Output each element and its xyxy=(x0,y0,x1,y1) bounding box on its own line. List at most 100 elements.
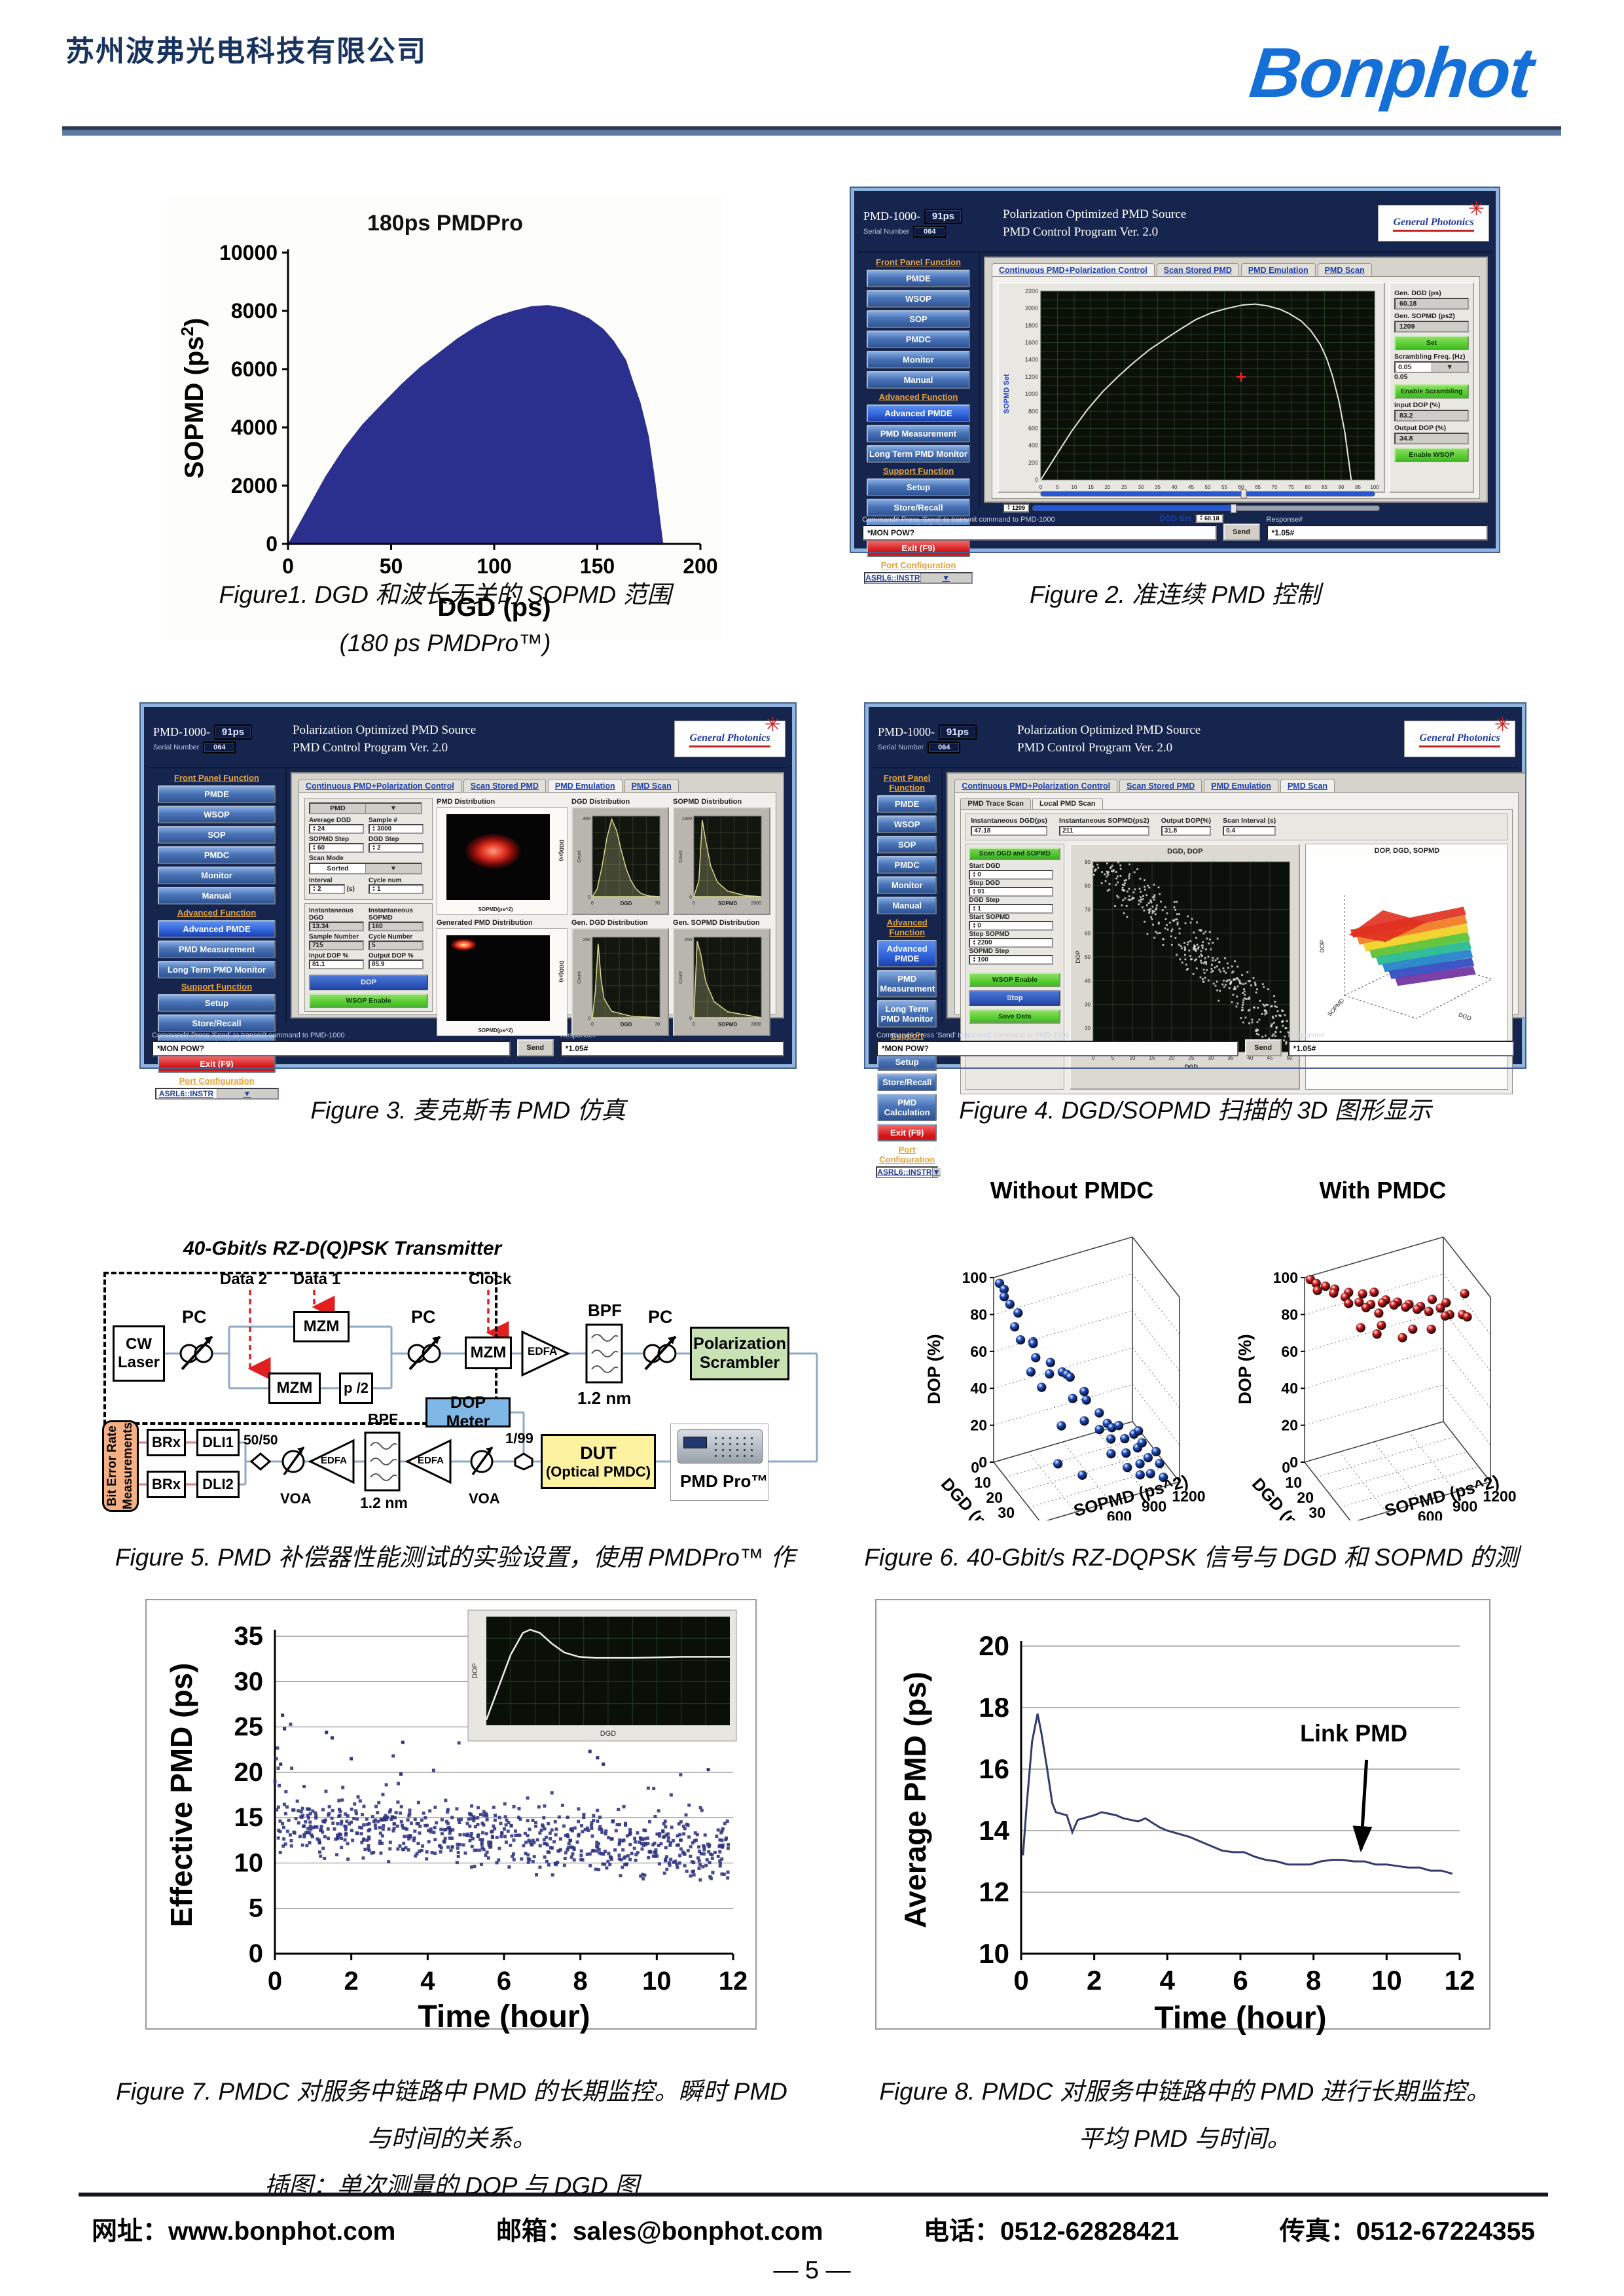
serial-field[interactable]: 064 xyxy=(928,742,961,753)
start-sopmd-field[interactable]: ▲ ▼ 0 xyxy=(969,921,1054,931)
sidebar-button-pmdc[interactable]: PMDC xyxy=(877,856,937,874)
command-input[interactable]: *MON POW? xyxy=(862,525,1217,541)
port-dropdown[interactable]: ASRL6::INSTR ▼ xyxy=(864,572,973,584)
sidebar-button-setup[interactable]: Setup xyxy=(157,994,276,1012)
exit-button[interactable]: Exit (F9) xyxy=(877,1124,937,1141)
subtab-pmd-trace-scan[interactable]: PMD Trace Scan xyxy=(960,798,1031,809)
sidebar-button-advanced-pmde[interactable]: Advanced PMDE xyxy=(866,404,971,422)
sidebar-button-monitor[interactable]: Monitor xyxy=(157,867,276,884)
sidebar-button-store-recall[interactable]: Store/Recall xyxy=(157,1014,276,1032)
device-range-field[interactable]: 91ps xyxy=(939,725,977,740)
dgd-set-field[interactable]: ▲ ▼ 60.18 xyxy=(1195,514,1223,523)
stop-sopmd-field[interactable]: ▲ ▼ 2200 xyxy=(969,938,1054,948)
sidebar-button-manual[interactable]: Manual xyxy=(866,371,971,389)
diagram-lines xyxy=(139,1290,818,1492)
subtab-local-pmd-scan[interactable]: Local PMD Scan xyxy=(1032,798,1103,809)
exit-button[interactable]: Exit (F9) xyxy=(866,539,971,557)
chevron-down-icon[interactable]: ▼ xyxy=(216,1089,278,1098)
sidebar-button-wsop[interactable]: WSOP xyxy=(157,806,276,823)
dop-button[interactable]: DOP xyxy=(309,975,428,990)
scan-mode-dropdown[interactable]: Sorted ▼ xyxy=(309,863,422,874)
device-range-field[interactable]: 91ps xyxy=(214,725,253,740)
tab-scan-stored-pmd[interactable]: Scan Stored PMD xyxy=(1119,779,1202,792)
device-range-field[interactable]: 91ps xyxy=(924,209,963,224)
sidebar-button-store-recall[interactable]: Store/Recall xyxy=(877,1073,937,1091)
enable-scrambling-button[interactable]: Enable Scrambling xyxy=(1394,384,1469,399)
pmd-type-dropdown[interactable]: PMD ▼ xyxy=(309,802,422,814)
sidebar-button-pmde[interactable]: PMDE xyxy=(866,270,971,287)
port-dropdown[interactable]: ASRL6::INSTR ▼ xyxy=(876,1166,941,1178)
sidebar-button-sop[interactable]: SOP xyxy=(877,836,937,853)
tab-pmd-emulation[interactable]: PMD Emulation xyxy=(547,779,623,792)
send-button[interactable]: Send xyxy=(516,1039,554,1056)
sopmd-step-field[interactable]: ▲ ▼ 100 xyxy=(969,955,1054,965)
stop-dgd-field[interactable]: ▲ ▼ 91 xyxy=(969,887,1054,897)
sidebar-button-monitor[interactable]: Monitor xyxy=(877,876,937,894)
tab-pmd-emulation[interactable]: PMD Emulation xyxy=(1240,263,1316,276)
sopmd-set-field[interactable]: ▲ ▼ 1209 xyxy=(1003,503,1029,512)
port-dropdown[interactable]: ASRL6::INSTR ▼ xyxy=(154,1088,279,1100)
scrambling-freq-label: Scrambling Freq. (Hz) xyxy=(1394,353,1466,361)
command-input[interactable]: *MON POW? xyxy=(152,1041,511,1056)
sidebar-button-advanced-pmde[interactable]: Advanced PMDE xyxy=(877,940,937,967)
sidebar-button-wsop[interactable]: WSOP xyxy=(866,290,971,308)
sidebar-button-store-recall[interactable]: Store/Recall xyxy=(866,499,971,516)
save-data-button[interactable]: Save Data xyxy=(969,1009,1061,1024)
dgd-slider[interactable] xyxy=(1032,503,1380,513)
sidebar-button-pmde[interactable]: PMDE xyxy=(877,795,937,813)
sidebar-button-manual[interactable]: Manual xyxy=(157,887,276,905)
chevron-down-icon[interactable]: ▼ xyxy=(931,1168,941,1177)
scrambling-freq-dropdown[interactable]: 0.05 ▼ xyxy=(1394,361,1469,373)
tab-pmd-emulation[interactable]: PMD Emulation xyxy=(1204,779,1278,792)
sidebar-button-sop[interactable]: SOP xyxy=(866,310,971,328)
sidebar-button-long-term-monitor[interactable]: Long Term PMD Monitor xyxy=(866,445,971,463)
command-input[interactable]: *MON POW? xyxy=(876,1041,1238,1056)
dgd-step-field[interactable]: ▲ ▼ 1 xyxy=(969,904,1054,914)
sidebar-button-monitor[interactable]: Monitor xyxy=(866,351,971,368)
average-dgd-field[interactable]: ▲ ▼ 24 xyxy=(309,824,364,834)
spinner-icon: ▲ ▼ xyxy=(372,885,376,893)
tab-continuous-pmd[interactable]: Continuous PMD+Polarization Control xyxy=(954,779,1118,792)
sidebar-button-wsop[interactable]: WSOP xyxy=(877,816,937,833)
enable-wsop-button[interactable]: Enable WSOP xyxy=(1394,448,1469,462)
sidebar-button-long-term-monitor[interactable]: Long Term PMD Monitor xyxy=(877,1000,937,1028)
sample-count-field[interactable]: ▲ ▼ 3000 xyxy=(369,824,424,834)
tab-scan-stored-pmd[interactable]: Scan Stored PMD xyxy=(1156,263,1239,276)
sidebar-button-pmde[interactable]: PMDE xyxy=(157,785,276,803)
tab-pmd-scan[interactable]: PMD Scan xyxy=(1317,263,1372,276)
stop-button[interactable]: Stop xyxy=(969,990,1061,1006)
sidebar-button-advanced-pmde[interactable]: Advanced PMDE xyxy=(157,920,276,938)
sidebar-button-pmdc[interactable]: PMDC xyxy=(157,846,276,864)
svg-text:0: 0 xyxy=(971,1459,979,1476)
serial-field[interactable]: 064 xyxy=(203,742,236,753)
sidebar-button-pmd-calculation[interactable]: PMD Calculation xyxy=(877,1094,937,1121)
wsop-enable-button[interactable]: WSOP Enable xyxy=(969,973,1061,987)
start-dgd-field[interactable]: ▲ ▼ 0 xyxy=(969,870,1054,880)
dgd-step-field[interactable]: ▲ ▼ 2 xyxy=(369,843,424,853)
sidebar-button-pmd-measurement[interactable]: PMD Measurement xyxy=(877,970,937,997)
sopmd-step-field[interactable]: ▲ ▼ 60 xyxy=(309,843,364,853)
sidebar-button-pmd-measurement[interactable]: PMD Measurement xyxy=(157,941,276,958)
tab-pmd-scan[interactable]: PMD Scan xyxy=(624,779,679,792)
tab-continuous-pmd[interactable]: Continuous PMD+Polarization Control xyxy=(298,779,461,792)
sidebar-button-setup[interactable]: Setup xyxy=(866,478,971,496)
serial-field[interactable]: 064 xyxy=(913,226,947,238)
scan-mode-dropdown[interactable]: Scan DGD and SOPMD xyxy=(969,848,1061,860)
sidebar-button-pmdc[interactable]: PMDC xyxy=(866,331,971,348)
exit-button[interactable]: Exit (F9) xyxy=(157,1055,276,1073)
sidebar-button-long-term-monitor[interactable]: Long Term PMD Monitor xyxy=(157,961,276,978)
tab-pmd-scan[interactable]: PMD Scan xyxy=(1280,779,1335,792)
sidebar-button-pmd-measurement[interactable]: PMD Measurement xyxy=(866,425,971,442)
send-button[interactable]: Send xyxy=(1223,524,1260,541)
sidebar-button-sop[interactable]: SOP xyxy=(157,826,276,844)
tab-scan-stored-pmd[interactable]: Scan Stored PMD xyxy=(463,779,546,792)
cycle-num-field[interactable]: ▲ ▼ 1 xyxy=(369,884,424,894)
tab-continuous-pmd[interactable]: Continuous PMD+Polarization Control xyxy=(992,263,1155,276)
chevron-down-icon[interactable]: ▼ xyxy=(920,573,971,583)
wsop-enable-button[interactable]: WSOP Enable xyxy=(309,994,428,1008)
slider-thumb[interactable] xyxy=(1230,503,1236,513)
set-button[interactable]: Set xyxy=(1394,336,1469,350)
send-button[interactable]: Send xyxy=(1244,1039,1282,1056)
interval-field[interactable]: ▲ ▼ 2 xyxy=(309,884,345,894)
sidebar-button-manual[interactable]: Manual xyxy=(877,897,937,914)
